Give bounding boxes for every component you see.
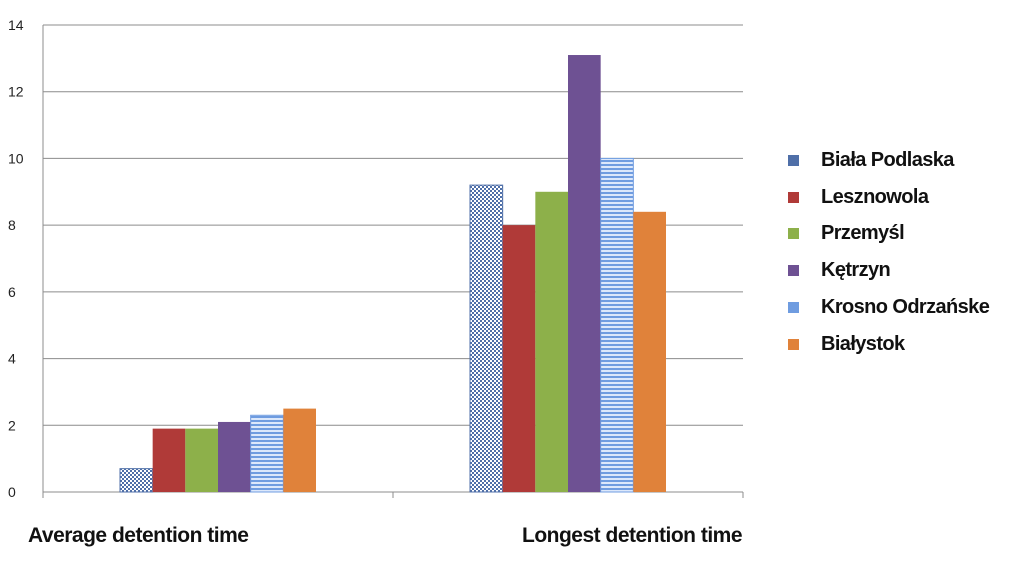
bar-chart: 0 2 4 6 8 10 12 14 <box>8 17 744 500</box>
bar <box>535 191 568 493</box>
bar <box>283 408 316 492</box>
legend-swatch <box>788 154 799 166</box>
legend-item: Białystok <box>788 326 1028 363</box>
category-label-longest: Longest detention time <box>522 524 743 547</box>
chart-legend: Biała Podlaska Lesznowola Przemyśl Kętrz… <box>788 142 1028 363</box>
legend-label: Kętrzyn <box>821 259 891 282</box>
legend-item: Lesznowola <box>788 179 1028 216</box>
legend-swatch <box>788 265 799 277</box>
bar <box>568 55 601 493</box>
y-tick-label: 0 <box>8 484 16 500</box>
y-tick-label: 8 <box>8 217 16 233</box>
bar <box>152 428 186 492</box>
legend-item: Biała Podlaska <box>788 142 1028 179</box>
legend-item: Krosno Odrzańske <box>788 289 1028 326</box>
legend-label: Białystok <box>821 332 905 355</box>
bar <box>502 225 536 492</box>
legend-item: Kętrzyn <box>788 252 1028 289</box>
legend-swatch <box>788 191 799 203</box>
legend-swatch <box>788 338 799 350</box>
bars <box>119 55 666 493</box>
bar <box>119 468 154 493</box>
bar <box>633 211 666 493</box>
legend-swatch <box>788 302 799 314</box>
legend-label: Przemyśl <box>821 222 905 245</box>
y-tick-label: 4 <box>8 351 16 367</box>
bar <box>185 428 218 492</box>
legend-label: Lesznowola <box>821 185 929 208</box>
legend-label: Biała Podlaska <box>821 148 954 171</box>
y-tick-labels: 0 2 4 6 8 10 12 14 <box>8 17 24 500</box>
y-tick-label: 2 <box>8 417 16 433</box>
gridlines <box>43 24 743 426</box>
y-tick-label: 12 <box>8 84 24 100</box>
bar <box>250 414 284 493</box>
y-tick-label: 10 <box>8 150 24 166</box>
category-label-average: Average detention time <box>28 524 249 547</box>
y-tick-label: 6 <box>8 284 16 300</box>
bar <box>218 421 251 492</box>
legend-swatch <box>788 228 799 240</box>
legend-label: Krosno Odrzańske <box>821 296 990 319</box>
y-tick-label: 14 <box>8 17 24 33</box>
bar <box>600 157 634 493</box>
bar <box>469 184 504 493</box>
legend-item: Przemyśl <box>788 216 1028 253</box>
